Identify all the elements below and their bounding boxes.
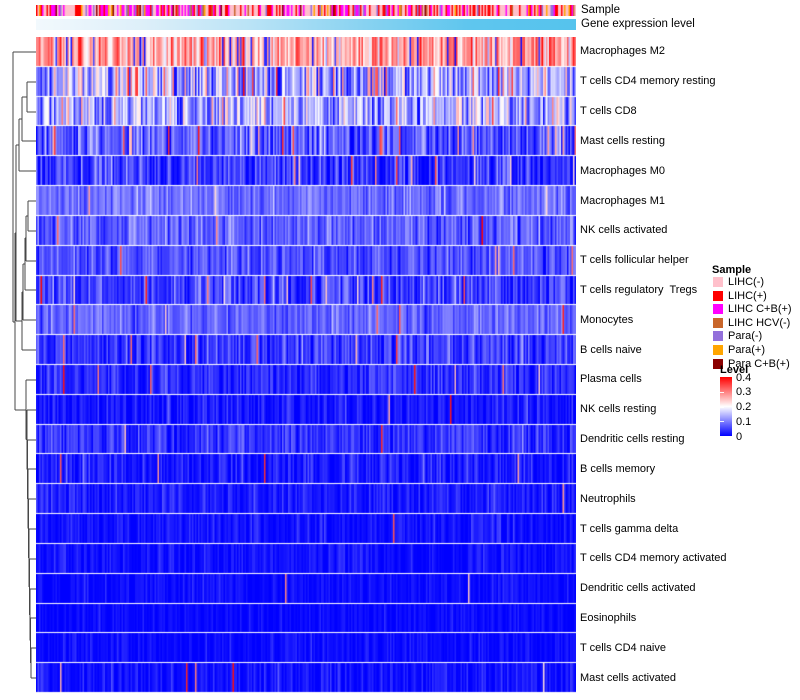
row-label: Macrophages M2 bbox=[580, 45, 665, 58]
row-label: Mast cells activated bbox=[580, 671, 676, 684]
row-label: Plasma cells bbox=[580, 373, 642, 386]
sample-annotation-bar bbox=[36, 5, 576, 16]
row-label: B cells memory bbox=[580, 462, 656, 475]
row-label: NK cells activated bbox=[580, 224, 668, 237]
gene-expression-annotation-bar bbox=[36, 19, 576, 30]
row-label: T cells gamma delta bbox=[580, 522, 679, 535]
row-label: T cells follicular helper bbox=[580, 254, 689, 267]
row-label: T cells regulatory Tregs bbox=[580, 283, 698, 296]
legend-entry-label: LIHC HCV(-) bbox=[728, 316, 791, 329]
legend-entry-label: Para(-) bbox=[728, 330, 763, 343]
level-tick-mark bbox=[720, 406, 724, 408]
legend-entry-label: LIHC(-) bbox=[728, 276, 765, 288]
legend-swatch bbox=[713, 277, 723, 287]
level-tick-mark bbox=[720, 421, 724, 423]
legend-swatch bbox=[713, 358, 723, 369]
legend-swatch bbox=[713, 304, 723, 315]
annotation-label-expression: Gene expression level bbox=[581, 18, 695, 30]
row-label: Dendritic cells activated bbox=[580, 582, 696, 595]
row-label: Mast cells resting bbox=[580, 134, 665, 147]
annotation-label-sample: Sample bbox=[581, 4, 620, 16]
level-legend-title: Level bbox=[720, 364, 749, 376]
level-tick-label: 0 bbox=[736, 430, 743, 443]
row-label: B cells naive bbox=[580, 343, 642, 356]
row-label: Eosinophils bbox=[580, 611, 637, 624]
legend-swatch bbox=[713, 317, 723, 328]
sample-legend-title: Sample bbox=[712, 264, 752, 276]
row-label: Macrophages M0 bbox=[580, 164, 665, 177]
legend-swatch bbox=[713, 290, 723, 301]
level-tick-label: 0.2 bbox=[736, 401, 752, 413]
level-tick-label: 0.1 bbox=[736, 415, 752, 428]
row-dendrogram bbox=[12, 51, 36, 679]
row-label: T cells CD4 memory activated bbox=[580, 552, 727, 565]
row-label: Macrophages M1 bbox=[580, 194, 665, 207]
row-label: T cells CD4 naive bbox=[580, 641, 666, 654]
row-label: T cells CD8 bbox=[580, 105, 637, 118]
row-label: NK cells resting bbox=[580, 403, 657, 416]
legend-swatch bbox=[713, 331, 723, 342]
row-label: Dendritic cells resting bbox=[580, 433, 685, 446]
row-label: T cells CD4 memory resting bbox=[580, 75, 716, 88]
legend-entry-label: LIHC(+) bbox=[728, 289, 767, 302]
level-tick-label: 0.3 bbox=[736, 386, 752, 399]
level-tick-mark bbox=[720, 391, 724, 393]
legend-entry-label: Para(+) bbox=[728, 344, 765, 356]
legend-entry-label: Para C+B(+) bbox=[728, 357, 790, 370]
heatmap-canvas bbox=[36, 37, 576, 693]
legend-swatch bbox=[713, 345, 723, 355]
level-tick-label: 0.4 bbox=[736, 371, 752, 384]
legend-entry-label: LIHC C+B(+) bbox=[728, 303, 792, 316]
row-label: Neutrophils bbox=[580, 492, 636, 505]
row-label: Monocytes bbox=[580, 313, 634, 326]
